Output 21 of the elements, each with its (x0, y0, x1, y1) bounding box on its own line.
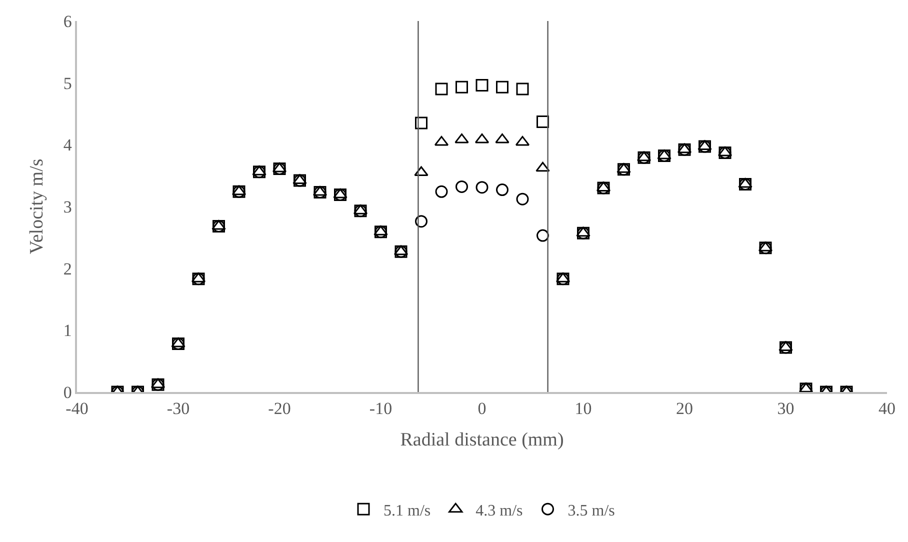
x-tick-label: 20 (676, 399, 693, 418)
x-tick-label: -40 (66, 399, 88, 418)
x-tick-label: -10 (369, 399, 392, 418)
x-tick-label: 0 (478, 399, 486, 418)
y-tick-label: 2 (63, 259, 72, 278)
legend-label: 5.1 m/s (384, 502, 431, 520)
x-tick-label: 30 (777, 399, 794, 418)
y-tick-label: 0 (63, 382, 72, 402)
x-axis-title: Radial distance (mm) (400, 429, 564, 450)
y-tick-label: 6 (63, 12, 72, 31)
x-tick-label: -20 (268, 399, 291, 418)
x-tick-label: -30 (166, 399, 190, 418)
y-tick-label: 1 (63, 321, 72, 340)
legend-label: 3.5 m/s (568, 502, 615, 520)
y-tick-label: 5 (63, 74, 72, 93)
x-tick-label: 10 (574, 399, 592, 418)
x-tick-label: 40 (878, 399, 896, 418)
y-axis-title: Velocity m/s (26, 158, 48, 254)
y-tick-label: 3 (63, 197, 72, 216)
legend-label: 4.3 m/s (476, 502, 523, 520)
y-tick-label: 4 (63, 136, 72, 155)
